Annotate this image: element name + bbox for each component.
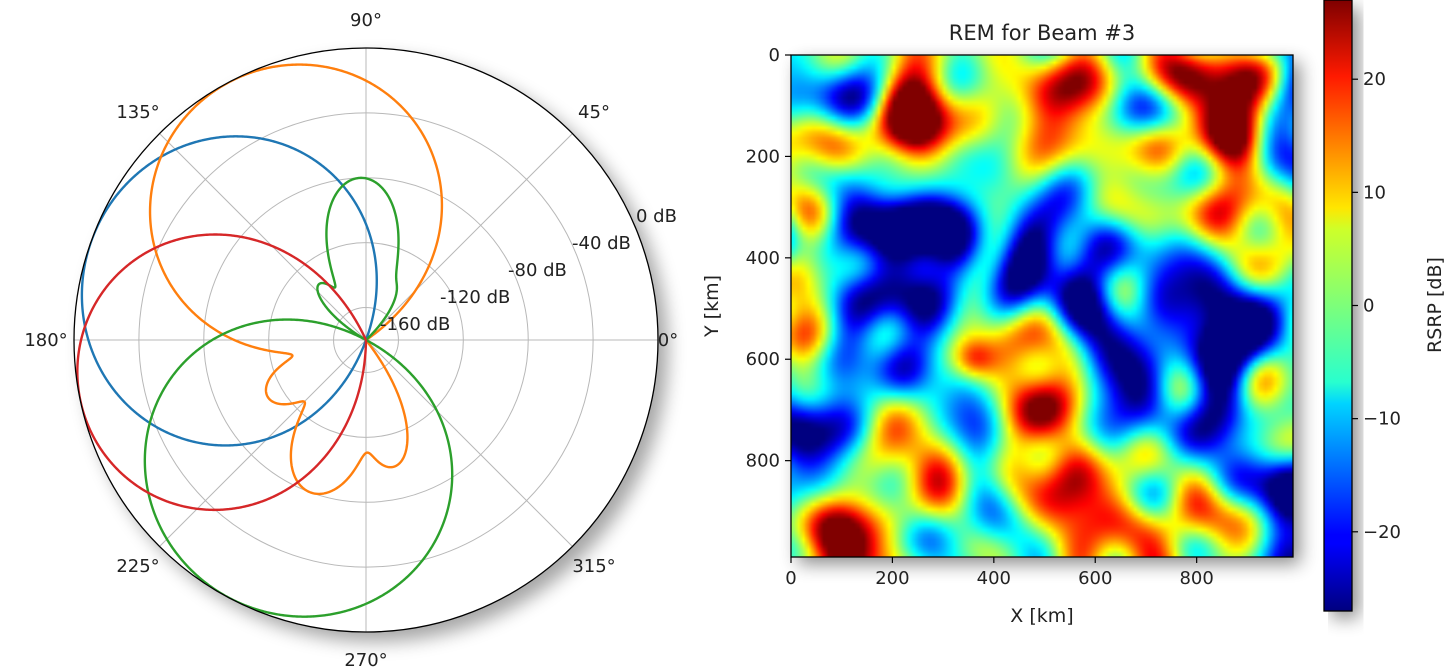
polar-frame [73,47,659,633]
y-tick-label-3: 600 [746,349,780,370]
angle-tick-135: 135° [116,102,159,123]
angle-tick-45: 45° [578,102,610,123]
polar-spoke-225 [159,339,367,547]
x-tick-label-0: 0 [785,568,796,589]
x-tick-label-3: 600 [1078,568,1112,589]
colorbar-tick-label-2: 0 [1363,296,1374,317]
heatmap-image-wrap [791,55,1293,557]
heatmap-plot: 0 200 400 600 800 0 200 400 600 800 REM for Beam … [701,21,1300,627]
angle-tick-270: 270° [344,650,387,670]
heatmap-frame [790,54,1294,558]
polar-plot: 0° 45° 90° 135° 180° 225° 270° 315° -160… [24,10,678,670]
polar-series-line-2 [143,176,454,618]
colorbar-gradient [1323,0,1353,612]
angle-tick-0: 0° [658,330,678,351]
angle-tick-315: 315° [572,556,615,577]
x-tick-label-2: 400 [977,568,1011,589]
heatmap-xlabel: X [km] [1010,605,1073,627]
polar-spoke-315 [365,339,573,547]
colorbar-tick-label-0: 20 [1363,69,1386,90]
angle-tick-90: 90° [350,10,382,31]
polar-grid [74,48,658,632]
colorbar: 20 10 0 −10 −20 RSRP [dB] [1323,0,1446,618]
angle-tick-225: 225° [116,556,159,577]
radial-tick-120: -120 dB [440,287,510,308]
heatmap-ylabel: Y [km] [701,275,723,338]
heatmap-axes: 0 200 400 600 800 0 200 400 600 800 [746,45,1214,589]
y-tick-label-0: 0 [769,45,780,66]
radial-tick-160: -160 dB [380,314,450,335]
colorbar-tick-label-3: −10 [1363,409,1401,430]
y-tick-label-1: 200 [746,146,780,167]
radial-tick-0: 0 dB [636,206,677,227]
y-tick-label-4: 800 [746,451,780,472]
y-tick-label-2: 400 [746,248,780,269]
angle-tick-180: 180° [24,330,67,351]
polar-spoke-45 [365,133,573,341]
colorbar-ticks: 20 10 0 −10 −20 [1352,69,1401,543]
radial-tick-40: -40 dB [572,233,631,254]
heatmap-title: REM for Beam #3 [949,21,1136,45]
colorbar-tick-label-1: 10 [1363,182,1386,203]
polar-series-line-1 [148,63,444,496]
colorbar-tick-label-4: −20 [1363,522,1401,543]
x-tick-label-4: 800 [1179,568,1213,589]
x-tick-label-1: 200 [875,568,909,589]
polar-spoke-135 [159,133,367,341]
radial-tick-80: -80 dB [508,260,567,281]
colorbar-label: RSRP [dB] [1424,257,1446,353]
heatmap-image [791,55,1293,557]
